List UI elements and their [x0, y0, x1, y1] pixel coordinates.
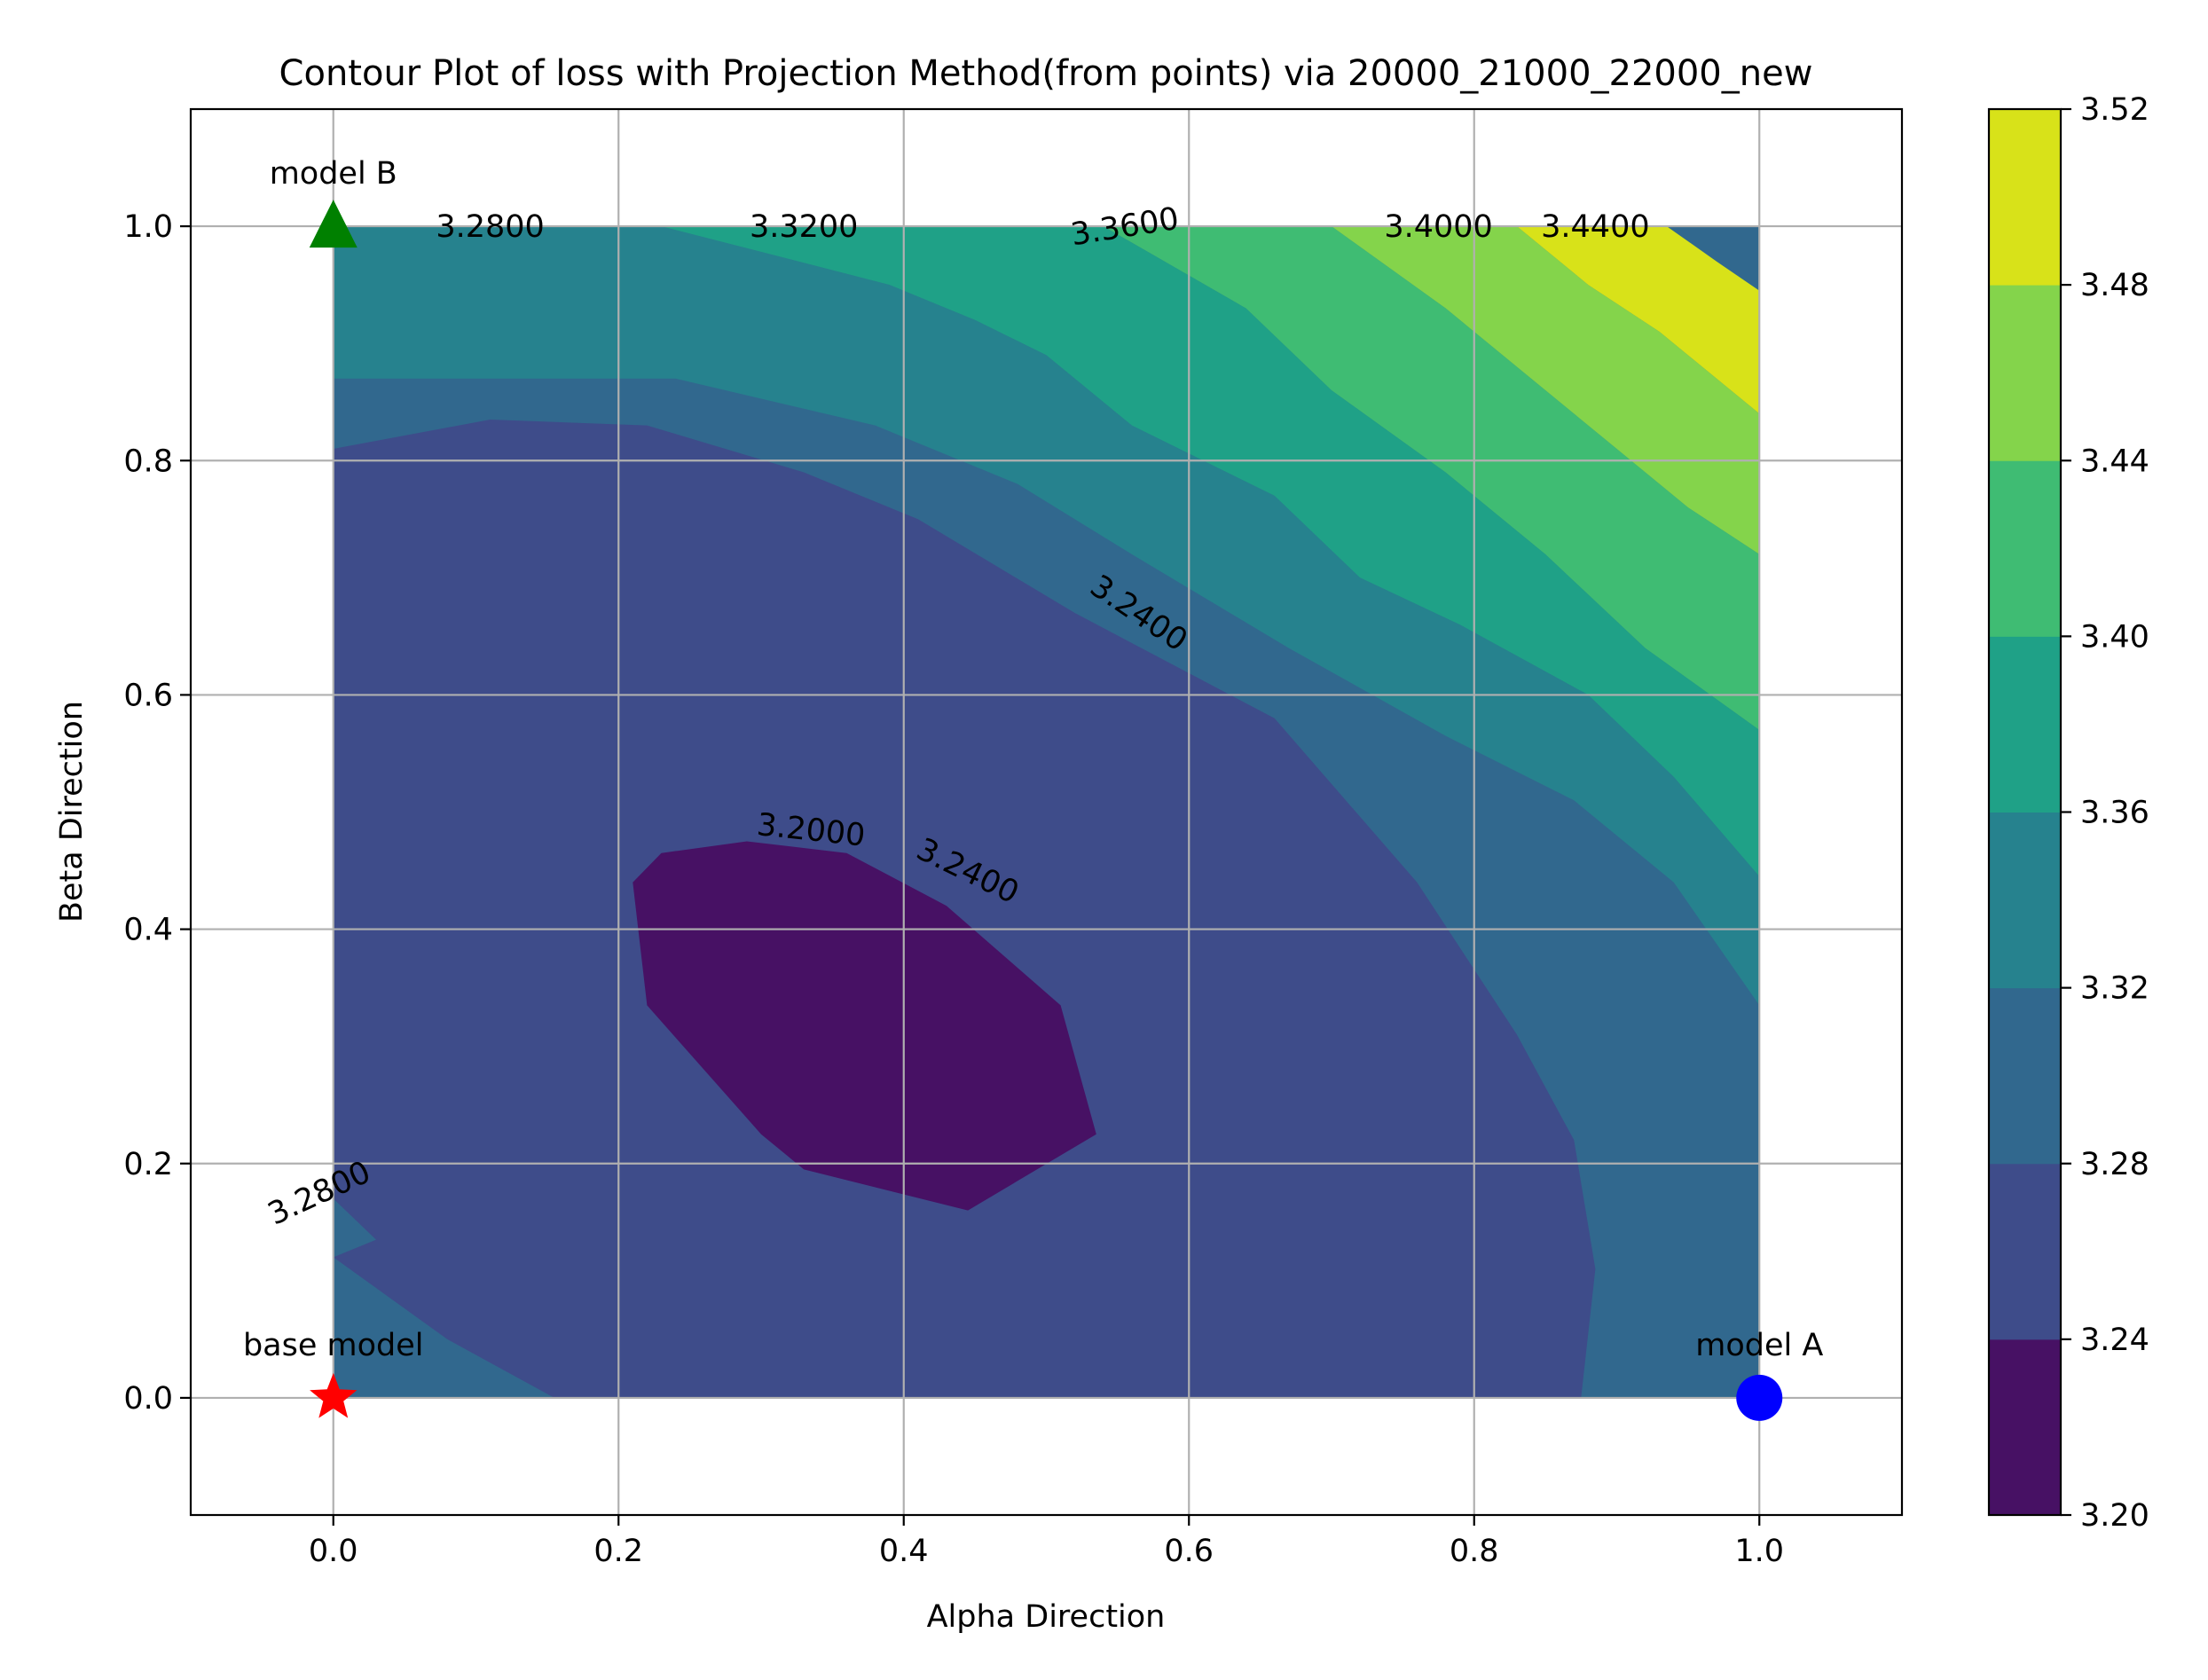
y-axis-label: Beta Direction — [54, 701, 90, 922]
colorbar-segment — [1989, 987, 2061, 1165]
colorbar-segment — [1989, 109, 2061, 286]
colorbar-segment — [1989, 636, 2061, 813]
plot-area: 3.2800 3.3200 3.3600 3.4000 3.44003.24003.20… — [189, 107, 1904, 1517]
region-3-40-3-44 — [1103, 226, 1760, 731]
colorbar-tick-label: 3.20 — [2080, 1498, 2149, 1534]
colorbar-segment — [1989, 460, 2061, 637]
y-tick-label: 1.0 — [123, 209, 173, 245]
contour-label: 3.2800 — [436, 209, 544, 245]
marker-label: model B — [270, 156, 397, 192]
contour-label: 3.4400 — [1541, 209, 1649, 245]
region-3-44-3-48 — [1332, 226, 1760, 554]
colorbar-tick-label: 3.52 — [2080, 92, 2149, 128]
x-tick-label: 0.2 — [593, 1534, 643, 1569]
colorbar-segment — [1989, 1163, 2061, 1340]
region-3-36-3-40 — [661, 226, 1760, 877]
model-markers: base model model A model B — [243, 156, 1823, 1421]
colorbar-segment — [1989, 1339, 2061, 1516]
x-axis-label: Alpha Direction — [927, 1599, 1166, 1635]
x-tick-label: 0.4 — [879, 1534, 929, 1569]
colorbar-tick-label: 3.44 — [2080, 444, 2149, 479]
plot-frame — [189, 107, 1904, 1517]
y-tick-label: 0.4 — [123, 913, 173, 948]
grid-lines — [191, 109, 1902, 1515]
y-axis-ticks: 0.0 0.2 0.4 0.6 0.8 1.0 — [123, 209, 191, 1417]
colorbar-ticks: 3.20 3.24 3.28 3.32 3.36 3.40 3.44 3.48 3.52 — [2061, 92, 2149, 1534]
base-model-marker — [310, 1372, 358, 1418]
colorbar-tick-label: 3.28 — [2080, 1147, 2149, 1182]
model-b-marker — [309, 200, 358, 248]
y-tick-label: 0.2 — [123, 1147, 173, 1182]
y-tick-label: 0.0 — [123, 1381, 173, 1417]
marker-label: model A — [1695, 1328, 1823, 1363]
region-3-24-3-28 — [333, 420, 1596, 1398]
x-tick-label: 1.0 — [1734, 1534, 1784, 1569]
x-axis-ticks: 0.0 0.2 0.4 0.6 0.8 1.0 — [309, 1515, 1784, 1569]
chart-title: Contour Plot of loss with Projection Met… — [279, 53, 1813, 94]
marker-label: base model — [243, 1328, 424, 1363]
contour-label: 3.3200 — [750, 209, 858, 245]
contour-label: 3.4000 — [1384, 209, 1492, 245]
colorbar-tick-label: 3.48 — [2080, 268, 2149, 303]
x-tick-label: 0.8 — [1450, 1534, 1499, 1569]
colorbar — [1987, 107, 2063, 1517]
y-tick-label: 0.6 — [123, 678, 173, 713]
model-a-marker — [1736, 1374, 1783, 1421]
colorbar-tick-label: 3.36 — [2080, 796, 2149, 831]
colorbar-segment — [1989, 812, 2061, 989]
colorbar-segment — [1989, 285, 2061, 461]
region-3-20-3-24 — [633, 841, 1096, 1211]
contour-regions — [333, 226, 1760, 1398]
region-3-48-3-52 — [1517, 226, 1760, 414]
x-tick-label: 0.0 — [309, 1534, 358, 1569]
x-tick-label: 0.6 — [1164, 1534, 1214, 1569]
region-3-32-3-36 — [333, 226, 1760, 1006]
colorbar-tick-label: 3.32 — [2080, 971, 2149, 1007]
colorbar-tick-label: 3.24 — [2080, 1323, 2149, 1358]
y-tick-label: 0.8 — [123, 444, 173, 479]
colorbar-tick-label: 3.40 — [2080, 619, 2149, 655]
